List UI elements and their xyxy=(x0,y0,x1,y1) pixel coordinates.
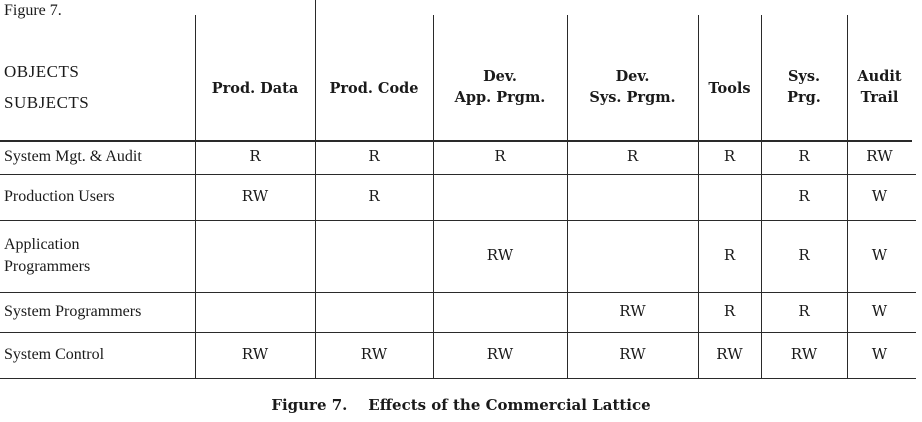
access-cell: R xyxy=(494,147,506,165)
column-header-line: Dev. xyxy=(615,68,650,85)
column-header-line: Prod. Data xyxy=(211,80,299,97)
access-cell: RW xyxy=(716,345,743,363)
column-divider xyxy=(567,15,568,378)
row-label-line: Application xyxy=(4,236,80,253)
access-cell: W xyxy=(871,187,888,205)
figure-label: Figure 7. xyxy=(4,2,62,19)
column-divider xyxy=(433,15,434,378)
access-cell: R xyxy=(798,246,810,264)
access-cell: R xyxy=(626,147,639,165)
column-header: Dev. App. Prgm. xyxy=(433,66,567,108)
column-divider xyxy=(315,0,316,378)
access-cell: R xyxy=(798,147,810,165)
column-divider xyxy=(698,15,699,378)
row-label-line: Programmers xyxy=(4,258,91,275)
column-header-line: Tools xyxy=(708,80,751,97)
access-cell: R xyxy=(723,246,736,264)
objects-header: OBJECTS xyxy=(4,62,80,81)
column-header: Tools xyxy=(698,78,761,99)
access-cell: RW xyxy=(360,345,388,363)
header-divider xyxy=(0,140,912,142)
row-label-line: Production Users xyxy=(4,188,115,205)
column-header-line: Dev. xyxy=(483,68,517,85)
access-cell: RW xyxy=(619,302,646,320)
column-divider xyxy=(195,15,196,378)
row-label: System Programmers xyxy=(4,301,141,323)
column-divider xyxy=(847,15,848,378)
access-cell: RW xyxy=(486,345,514,363)
caption-number: Figure 7. xyxy=(271,396,348,414)
column-header-line: Trail xyxy=(860,89,899,106)
row-label-line: System Mgt. & Audit xyxy=(4,148,142,165)
access-cell: R xyxy=(249,147,261,165)
row-label-line: System Control xyxy=(4,346,105,363)
access-cell: RW xyxy=(619,345,646,363)
column-header: Audit Trail xyxy=(847,66,912,108)
column-header-line: Prod. Code xyxy=(329,80,419,97)
access-cell: R xyxy=(798,187,810,205)
row-divider xyxy=(0,292,916,293)
access-cell: RW xyxy=(241,345,269,363)
column-header: Dev. Sys. Prgm. xyxy=(567,66,698,108)
column-header: Sys. Prg. xyxy=(761,66,847,108)
column-divider xyxy=(761,15,762,378)
row-label-line: System Programmers xyxy=(4,303,142,320)
access-cell: RW xyxy=(241,187,269,205)
row-divider xyxy=(0,220,916,221)
column-header-line: App. Prgm. xyxy=(454,89,546,106)
column-header-line: Sys. xyxy=(787,68,821,85)
access-cell: R xyxy=(723,147,736,165)
column-header-line: Prg. xyxy=(787,89,821,106)
column-header-line: Sys. Prgm. xyxy=(589,89,676,106)
row-label: System Control xyxy=(4,344,104,366)
access-cell: RW xyxy=(866,147,893,165)
access-cell: R xyxy=(368,187,380,205)
access-cell: R xyxy=(798,302,810,320)
row-divider xyxy=(0,378,916,379)
access-cell: W xyxy=(871,302,888,320)
subjects-header: SUBJECTS xyxy=(4,93,90,112)
row-label: Application Programmers xyxy=(4,234,90,278)
row-label: Production Users xyxy=(4,186,115,208)
figure-caption: Figure 7. Effects of the Commercial Latt… xyxy=(0,396,922,414)
caption-title: Effects of the Commercial Lattice xyxy=(368,396,651,414)
column-header: Prod. Code xyxy=(315,78,433,99)
access-cell: R xyxy=(368,147,380,165)
row-divider xyxy=(0,332,916,333)
column-header: Prod. Data xyxy=(195,78,315,99)
row-divider xyxy=(0,174,916,175)
row-label: System Mgt. & Audit xyxy=(4,146,142,168)
access-cell: W xyxy=(871,345,888,363)
access-cell: RW xyxy=(486,246,514,264)
column-header-line: Audit xyxy=(857,68,902,85)
access-cell: R xyxy=(723,302,736,320)
access-cell: RW xyxy=(790,345,818,363)
access-cell: W xyxy=(871,246,888,264)
